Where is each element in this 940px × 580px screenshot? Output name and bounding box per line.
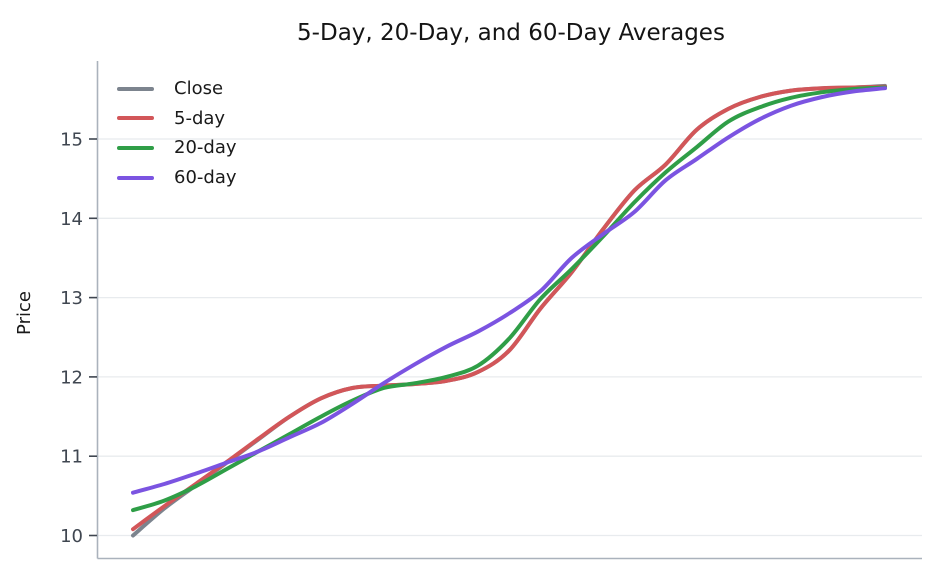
axes — [96, 61, 922, 560]
5-day-line — [131, 84, 887, 532]
y-tick-label-15: 15 — [60, 130, 83, 151]
y-tick-label-12: 12 — [60, 367, 83, 388]
60-day-line — [131, 86, 887, 495]
series-lines — [131, 83, 887, 538]
legend-label-close: Close — [174, 78, 224, 100]
y-axis-ticks: 10 11 12 13 14 15 — [60, 130, 97, 547]
y-tick-label-14: 14 — [60, 209, 83, 230]
y-tick-label-13: 13 — [60, 288, 83, 309]
legend-label-5-day: 5-day — [174, 107, 226, 129]
60-day-line-swatch — [117, 175, 154, 180]
legend-label-60-day: 60-day — [174, 167, 237, 189]
y-tick-label-10: 10 — [60, 526, 83, 547]
5-day-line-swatch — [117, 116, 154, 121]
legend-item-5-day: 5-day — [117, 104, 237, 134]
legend-item-60-day: 60-day — [117, 163, 237, 193]
20-day-line-swatch — [117, 145, 154, 150]
legend: Close 5-day 20-day 60-day — [117, 74, 237, 192]
legend-item-20-day: 20-day — [117, 133, 237, 163]
legend-label-20-day: 20-day — [174, 137, 237, 159]
y-tick-label-11: 11 — [60, 447, 83, 468]
chart-title: 5-Day, 20-Day, and 60-Day Averages — [297, 20, 725, 46]
y-axis-label: Price — [14, 291, 35, 335]
legend-item-close: Close — [117, 74, 237, 104]
close-line-swatch — [117, 86, 154, 91]
close-line — [131, 83, 887, 538]
